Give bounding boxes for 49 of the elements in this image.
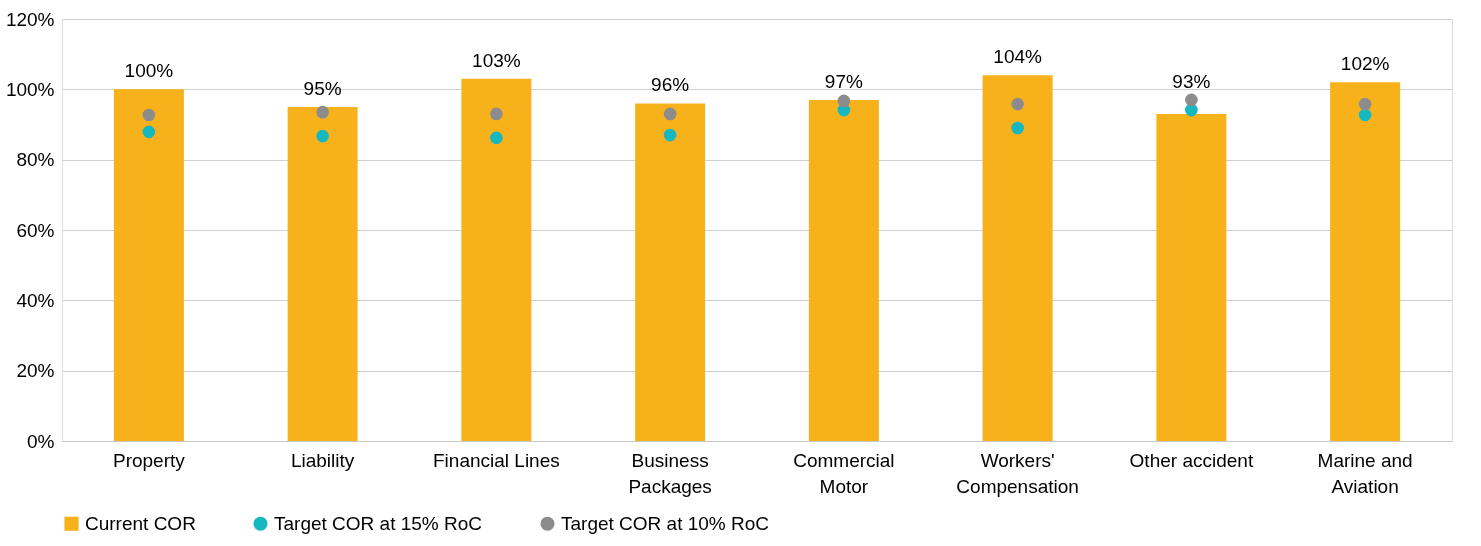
y-tick-label: 100% bbox=[5, 78, 55, 100]
x-tick-label: Business Packages bbox=[628, 449, 712, 497]
x-tick-label: Workers' Compensation bbox=[956, 449, 1079, 497]
point bbox=[837, 94, 851, 108]
x-tick-label: Marine and Aviation bbox=[1317, 449, 1413, 497]
bar bbox=[461, 78, 532, 441]
point bbox=[1185, 103, 1198, 117]
y-tick-label: 60% bbox=[16, 219, 55, 241]
data-label: 103% bbox=[472, 49, 521, 71]
y-tick-label: 20% bbox=[16, 360, 55, 382]
bar bbox=[1330, 82, 1401, 441]
y-tick-label: 80% bbox=[16, 149, 55, 171]
point bbox=[1185, 93, 1198, 107]
legend-label: Target COR at 10% RoC bbox=[561, 512, 770, 534]
data-label: 96% bbox=[651, 74, 690, 96]
point bbox=[1011, 97, 1024, 111]
point bbox=[663, 128, 677, 142]
x-tick-label: Financial Lines bbox=[433, 449, 560, 471]
legend-label: Target COR at 15% RoC bbox=[274, 512, 483, 534]
y-tick-label: 40% bbox=[16, 289, 55, 311]
x-tick-label: Property bbox=[112, 449, 186, 471]
point bbox=[490, 131, 503, 145]
bar bbox=[982, 75, 1053, 441]
bar bbox=[287, 106, 358, 441]
data-label: 100% bbox=[124, 60, 174, 82]
data-label: 95% bbox=[303, 77, 342, 99]
point bbox=[1011, 121, 1024, 135]
data-label: 93% bbox=[1172, 70, 1211, 92]
x-tick-label: Other accident bbox=[1129, 449, 1254, 471]
bar bbox=[1156, 113, 1227, 441]
legend-label: Current COR bbox=[85, 512, 196, 534]
x-tick-label: Liability bbox=[290, 449, 355, 471]
bar bbox=[635, 103, 706, 441]
point bbox=[316, 129, 329, 143]
point bbox=[316, 105, 329, 119]
bar bbox=[808, 99, 879, 441]
data-label: 97% bbox=[824, 70, 863, 92]
x-tick-label: Commercial Motor bbox=[793, 449, 895, 497]
y-tick-label: 120% bbox=[5, 8, 55, 30]
data-label: 104% bbox=[993, 46, 1043, 68]
y-tick-label: 0% bbox=[27, 430, 55, 452]
point bbox=[1358, 97, 1372, 111]
point bbox=[142, 108, 156, 122]
point bbox=[1358, 108, 1372, 122]
point bbox=[142, 125, 156, 139]
data-label: 102% bbox=[1340, 53, 1390, 75]
bar bbox=[113, 89, 184, 441]
point bbox=[663, 107, 677, 121]
point bbox=[490, 107, 503, 121]
